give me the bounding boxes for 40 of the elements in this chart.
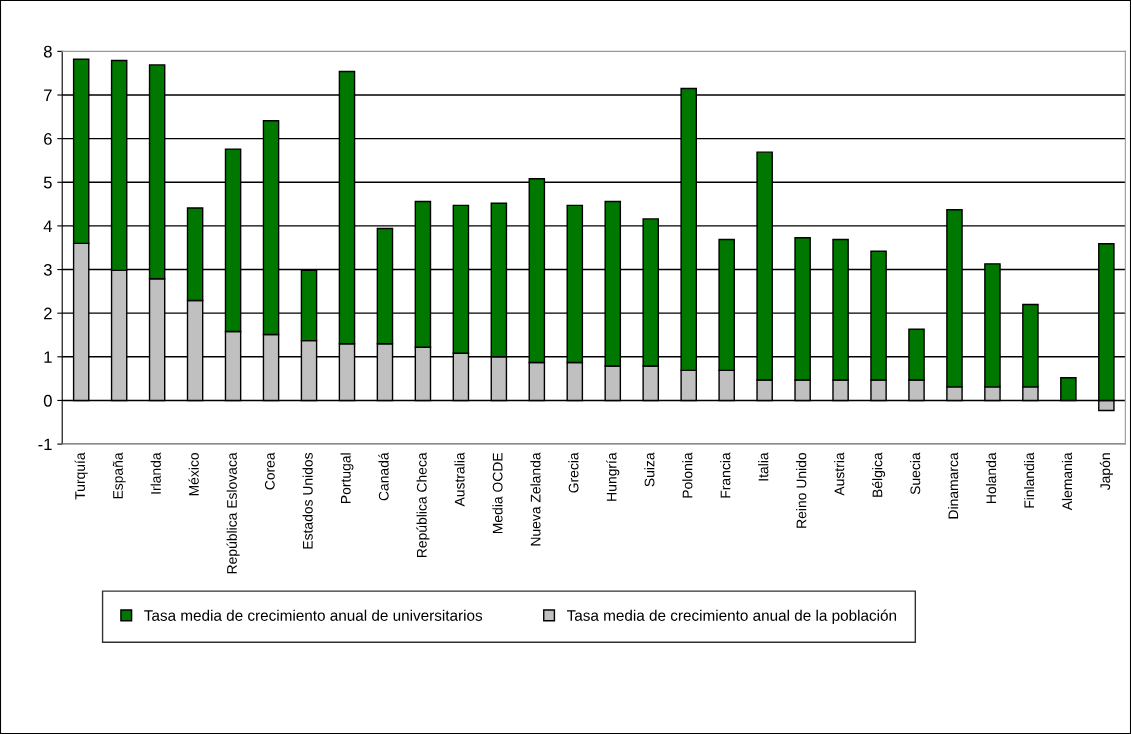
y-tick-label: 6 bbox=[44, 133, 52, 145]
x-tick-label: Irlanda bbox=[150, 452, 161, 494]
y-tick-label: 1 bbox=[44, 351, 52, 363]
y-tick-label: 0 bbox=[43, 394, 52, 407]
x-tick-label: Polonia bbox=[682, 452, 693, 498]
y-tick-label: 5 bbox=[43, 176, 52, 189]
y-tick-label: 2 bbox=[44, 307, 52, 320]
y-tick-label: 3 bbox=[43, 263, 52, 276]
y-tick-label: 7 bbox=[44, 89, 52, 102]
x-tick-label: Hungría bbox=[606, 452, 620, 501]
x-tick-label: Reino Unido bbox=[796, 452, 807, 528]
x-tick-label: República Eslovaca bbox=[226, 452, 240, 574]
x-tick-label: Portugal bbox=[340, 453, 354, 503]
x-tick-label: República Checa bbox=[416, 452, 430, 558]
x-tick-label: Suiza bbox=[644, 452, 655, 487]
y-tick-label: -1 bbox=[38, 438, 52, 451]
x-tick-label: Alemania bbox=[1061, 452, 1073, 511]
x-tick-label: Corea bbox=[264, 452, 275, 490]
x-tick-label: Holanda bbox=[985, 452, 997, 503]
y-tick-label: 8 bbox=[43, 45, 52, 58]
x-tick-label: Finlandia bbox=[1023, 452, 1035, 508]
x-tick-label: Bélgica bbox=[871, 452, 886, 497]
x-tick-label: Estados Unidos bbox=[302, 452, 313, 549]
x-tick-label: Italia bbox=[758, 452, 769, 481]
x-tick-label: Suecia bbox=[910, 452, 921, 495]
x-tick-label: Austria bbox=[834, 452, 845, 496]
x-tick-label: Grecia bbox=[568, 452, 579, 493]
x-tick-label: Media OCDE bbox=[492, 453, 503, 534]
x-tick-label: Australia bbox=[454, 452, 465, 507]
x-tick-label: México bbox=[188, 452, 199, 496]
x-tick-label: Nueva Zelanda bbox=[530, 452, 541, 546]
legend-label: Tasa media de crecimiento anual de universitarios bbox=[144, 609, 483, 621]
x-tick-label: Turquía bbox=[74, 452, 88, 500]
x-tick-label: Japón bbox=[1099, 453, 1113, 491]
x-tick-label: España bbox=[112, 452, 126, 499]
x-tick-label: Dinamarca bbox=[948, 452, 959, 519]
x-tick-label: Francia bbox=[720, 452, 731, 498]
legend-label: Tasa media de crecimiento anual de la población bbox=[567, 609, 897, 624]
x-tick-label: Canadá bbox=[378, 452, 389, 501]
y-tick-label: 4 bbox=[43, 220, 52, 232]
